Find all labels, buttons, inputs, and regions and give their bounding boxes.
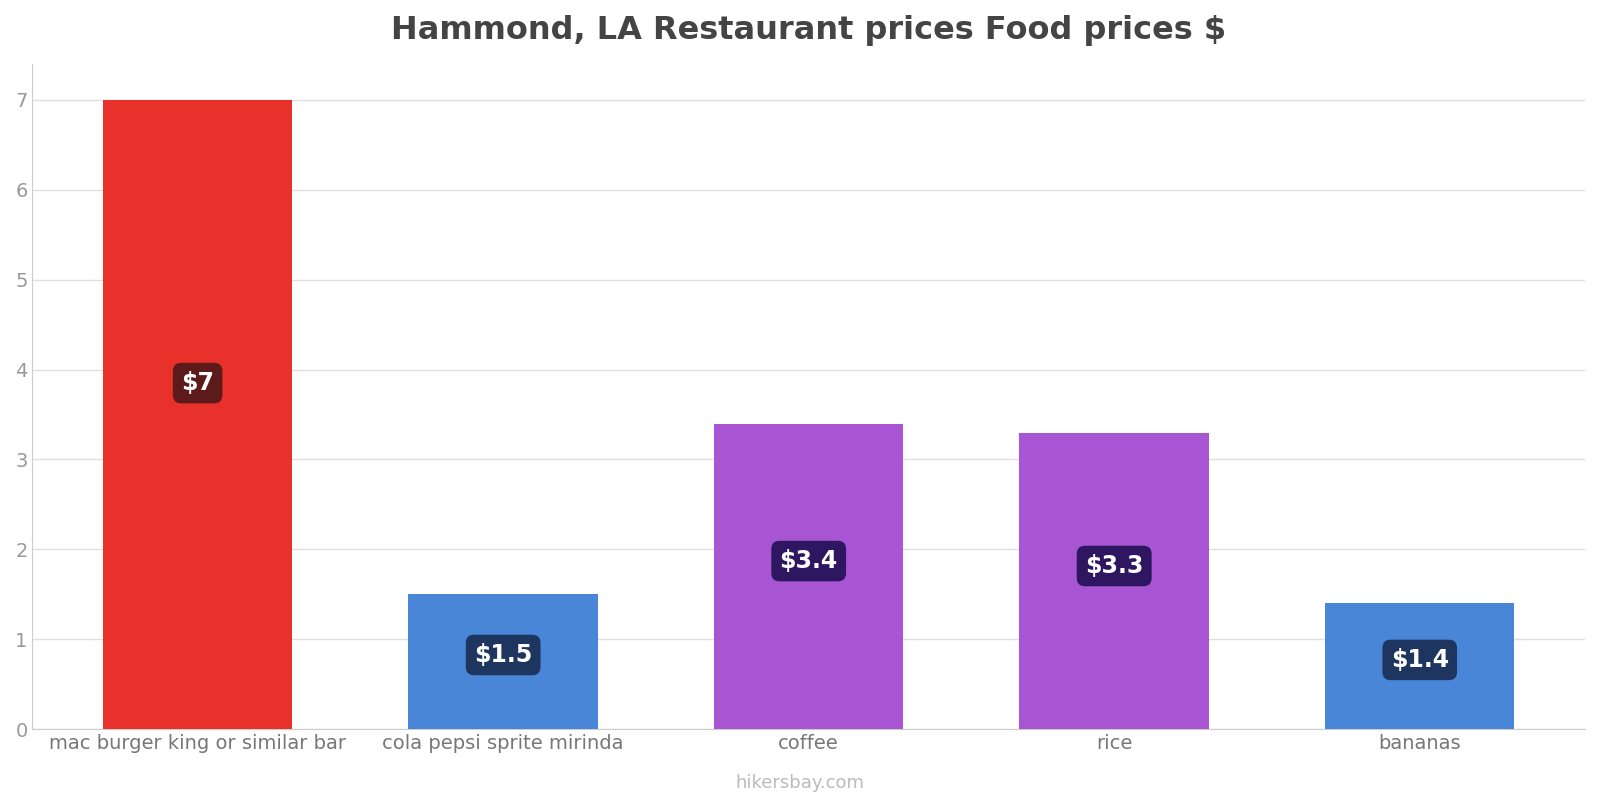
Bar — [1325, 603, 1515, 729]
Bar — [714, 423, 904, 729]
Text: $1.4: $1.4 — [1390, 648, 1448, 672]
Text: $3.3: $3.3 — [1085, 554, 1144, 578]
Text: hikersbay.com: hikersbay.com — [736, 774, 864, 792]
Text: $7: $7 — [181, 371, 214, 395]
Text: $1.5: $1.5 — [474, 643, 533, 667]
Title: Hammond, LA Restaurant prices Food prices $: Hammond, LA Restaurant prices Food price… — [390, 15, 1226, 46]
Text: $3.4: $3.4 — [779, 549, 838, 573]
Bar — [408, 594, 598, 729]
Bar — [1019, 433, 1210, 729]
Bar — [102, 100, 293, 729]
